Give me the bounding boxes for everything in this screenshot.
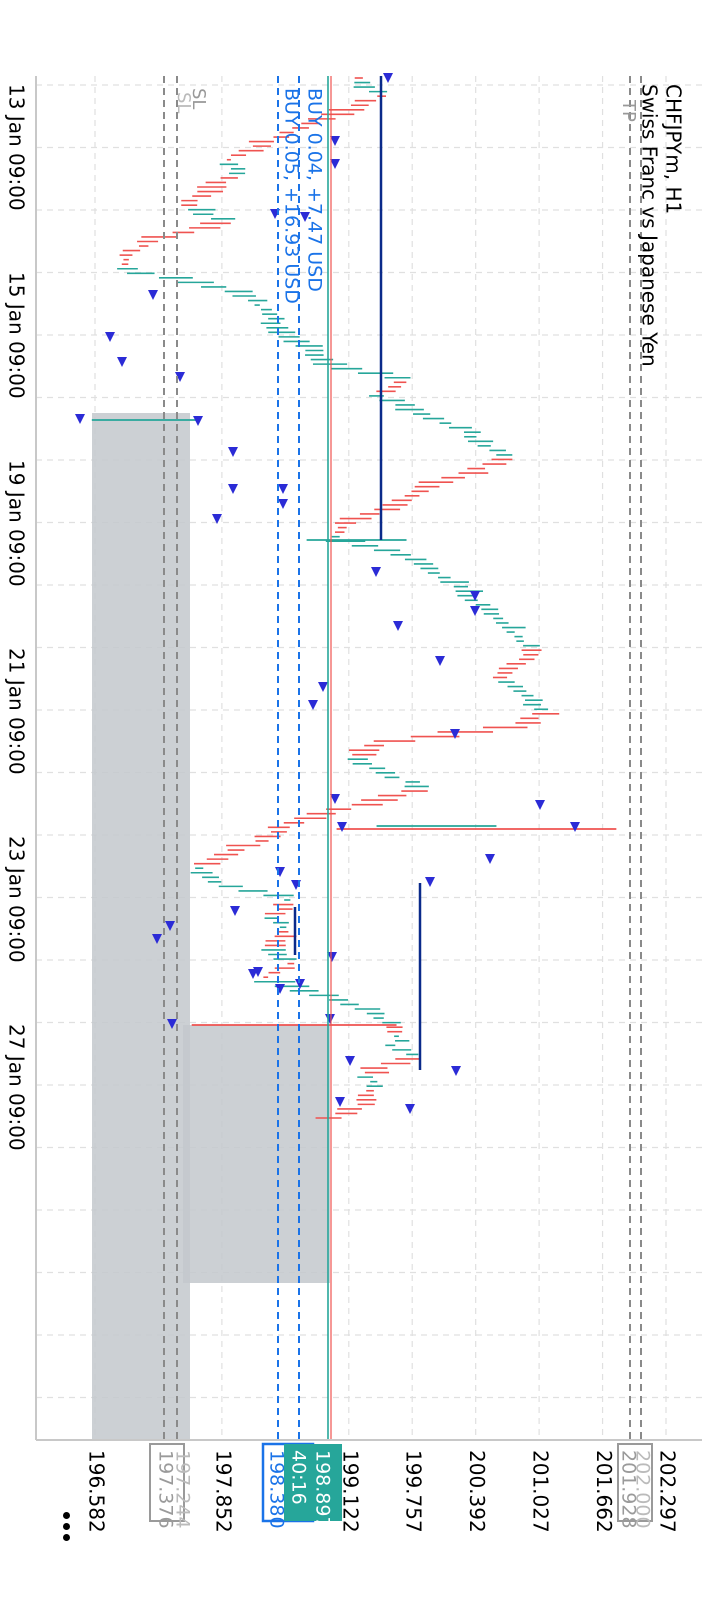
trade-arrow-icon bbox=[485, 854, 495, 864]
trade-arrow-icon bbox=[330, 136, 340, 146]
time-axis-label: 13 Jan 09:00 bbox=[5, 84, 29, 211]
time-axis-label: 15 Jan 09:00 bbox=[5, 272, 29, 399]
trade-arrow-icon bbox=[330, 159, 340, 169]
trade-arrow-icon bbox=[152, 934, 162, 944]
trade-arrow-icon bbox=[167, 1019, 177, 1029]
take-profit-badge-text: 201.928 bbox=[618, 1450, 640, 1529]
trade-arrow-icon bbox=[451, 1066, 461, 1076]
trade-arrow-icon bbox=[228, 447, 238, 457]
trade-arrow-icon bbox=[435, 656, 445, 666]
trade-arrow-icon bbox=[450, 729, 460, 739]
trade-arrow-icon bbox=[248, 969, 258, 979]
trade-arrow-icon bbox=[330, 794, 340, 804]
chart-description: Swiss Franc vs Japanese Yen bbox=[638, 84, 662, 367]
more-menu-button[interactable] bbox=[52, 1512, 82, 1542]
bid-price-text: 198.897 bbox=[312, 1450, 334, 1529]
trade-arrow-icon bbox=[308, 700, 318, 710]
trade-arrow-icon bbox=[300, 212, 310, 222]
price-axis-label: 199.122 bbox=[338, 1450, 362, 1533]
more-dot-icon bbox=[63, 1512, 70, 1519]
chart-symbol-title: CHFJPYm, H1 bbox=[662, 84, 686, 214]
take-profit-badge-behind-text: 202.000 bbox=[632, 1450, 654, 1529]
price-axis-label: 201.662 bbox=[592, 1450, 616, 1533]
trade-arrow-icon bbox=[212, 514, 222, 524]
trade-arrow-icon bbox=[193, 416, 203, 426]
time-axis-label: 19 Jan 09:00 bbox=[5, 460, 29, 587]
trade-arrow-icon bbox=[117, 357, 127, 367]
price-axis-label: 199.757 bbox=[402, 1450, 426, 1533]
time-axis-label: 27 Jan 09:00 bbox=[5, 1024, 29, 1151]
trade-arrow-icon bbox=[105, 332, 115, 342]
trade-arrow-icon bbox=[230, 906, 240, 916]
trade-arrow-icon bbox=[405, 1104, 415, 1114]
trade-arrow-icon bbox=[295, 979, 305, 989]
trade-arrow-icon bbox=[165, 921, 175, 931]
take-profit-label: TP bbox=[618, 99, 639, 122]
price-axis-label: 201.027 bbox=[529, 1450, 553, 1533]
trade-arrow-icon bbox=[75, 414, 85, 424]
trade-arrow-icon bbox=[175, 372, 185, 382]
trade-arrow-icon bbox=[470, 606, 480, 616]
time-axis-label: 23 Jan 09:00 bbox=[5, 836, 29, 963]
more-dot-icon bbox=[63, 1523, 70, 1530]
trade-arrow-icon bbox=[393, 621, 403, 631]
price-axis-label: 200.392 bbox=[465, 1450, 489, 1533]
trade-arrow-icon bbox=[228, 484, 238, 494]
stop-loss-badge[interactable] bbox=[149, 1443, 185, 1522]
stop-loss-badge-text: 197.376 bbox=[155, 1450, 177, 1529]
trade-arrow-icon bbox=[278, 499, 288, 509]
trade-arrow-icon bbox=[337, 822, 347, 832]
loss-zone-2 bbox=[183, 1025, 330, 1283]
trade-arrow-icon bbox=[470, 591, 480, 601]
price-axis-label: 197.852 bbox=[211, 1450, 235, 1533]
time-axis-label: 21 Jan 09:00 bbox=[5, 648, 29, 775]
trade-arrow-icon bbox=[383, 73, 393, 83]
stop-loss-badge-behind-text: 197.244 bbox=[172, 1450, 194, 1529]
trade-arrow-icon bbox=[148, 290, 158, 300]
price-axis-label: 202.297 bbox=[656, 1450, 680, 1533]
trade-arrow-icon bbox=[570, 822, 580, 832]
loss-zone-1 bbox=[92, 413, 190, 1440]
trade-arrow-icon bbox=[335, 1097, 345, 1107]
position-label-buy-0-04: BUY 0.04, +7.47 USD bbox=[304, 88, 326, 292]
trade-arrow-icon bbox=[318, 682, 328, 692]
position-price-badge-text: 198.380 bbox=[266, 1450, 288, 1529]
trade-arrow-icon bbox=[535, 800, 545, 810]
take-profit-badge[interactable] bbox=[617, 1443, 653, 1522]
trade-arrow-icon bbox=[275, 984, 285, 994]
trade-arrow-icon bbox=[278, 484, 288, 494]
position-label-buy-0-05: BUY 0.05, +16.93 USD bbox=[281, 88, 303, 304]
more-dot-icon bbox=[63, 1534, 70, 1541]
bid-price-badge bbox=[284, 1444, 342, 1521]
trade-arrow-icon bbox=[371, 567, 381, 577]
trade-arrow-icon bbox=[327, 952, 337, 962]
stop-loss-label: SL bbox=[188, 88, 209, 109]
trade-arrow-icon bbox=[425, 877, 435, 887]
stop-loss-label-behind: SL bbox=[173, 92, 194, 113]
price-axis-label: 196.582 bbox=[85, 1450, 109, 1533]
bar-countdown-text: 40:16 bbox=[288, 1450, 310, 1505]
trade-arrow-icon bbox=[345, 1056, 355, 1066]
